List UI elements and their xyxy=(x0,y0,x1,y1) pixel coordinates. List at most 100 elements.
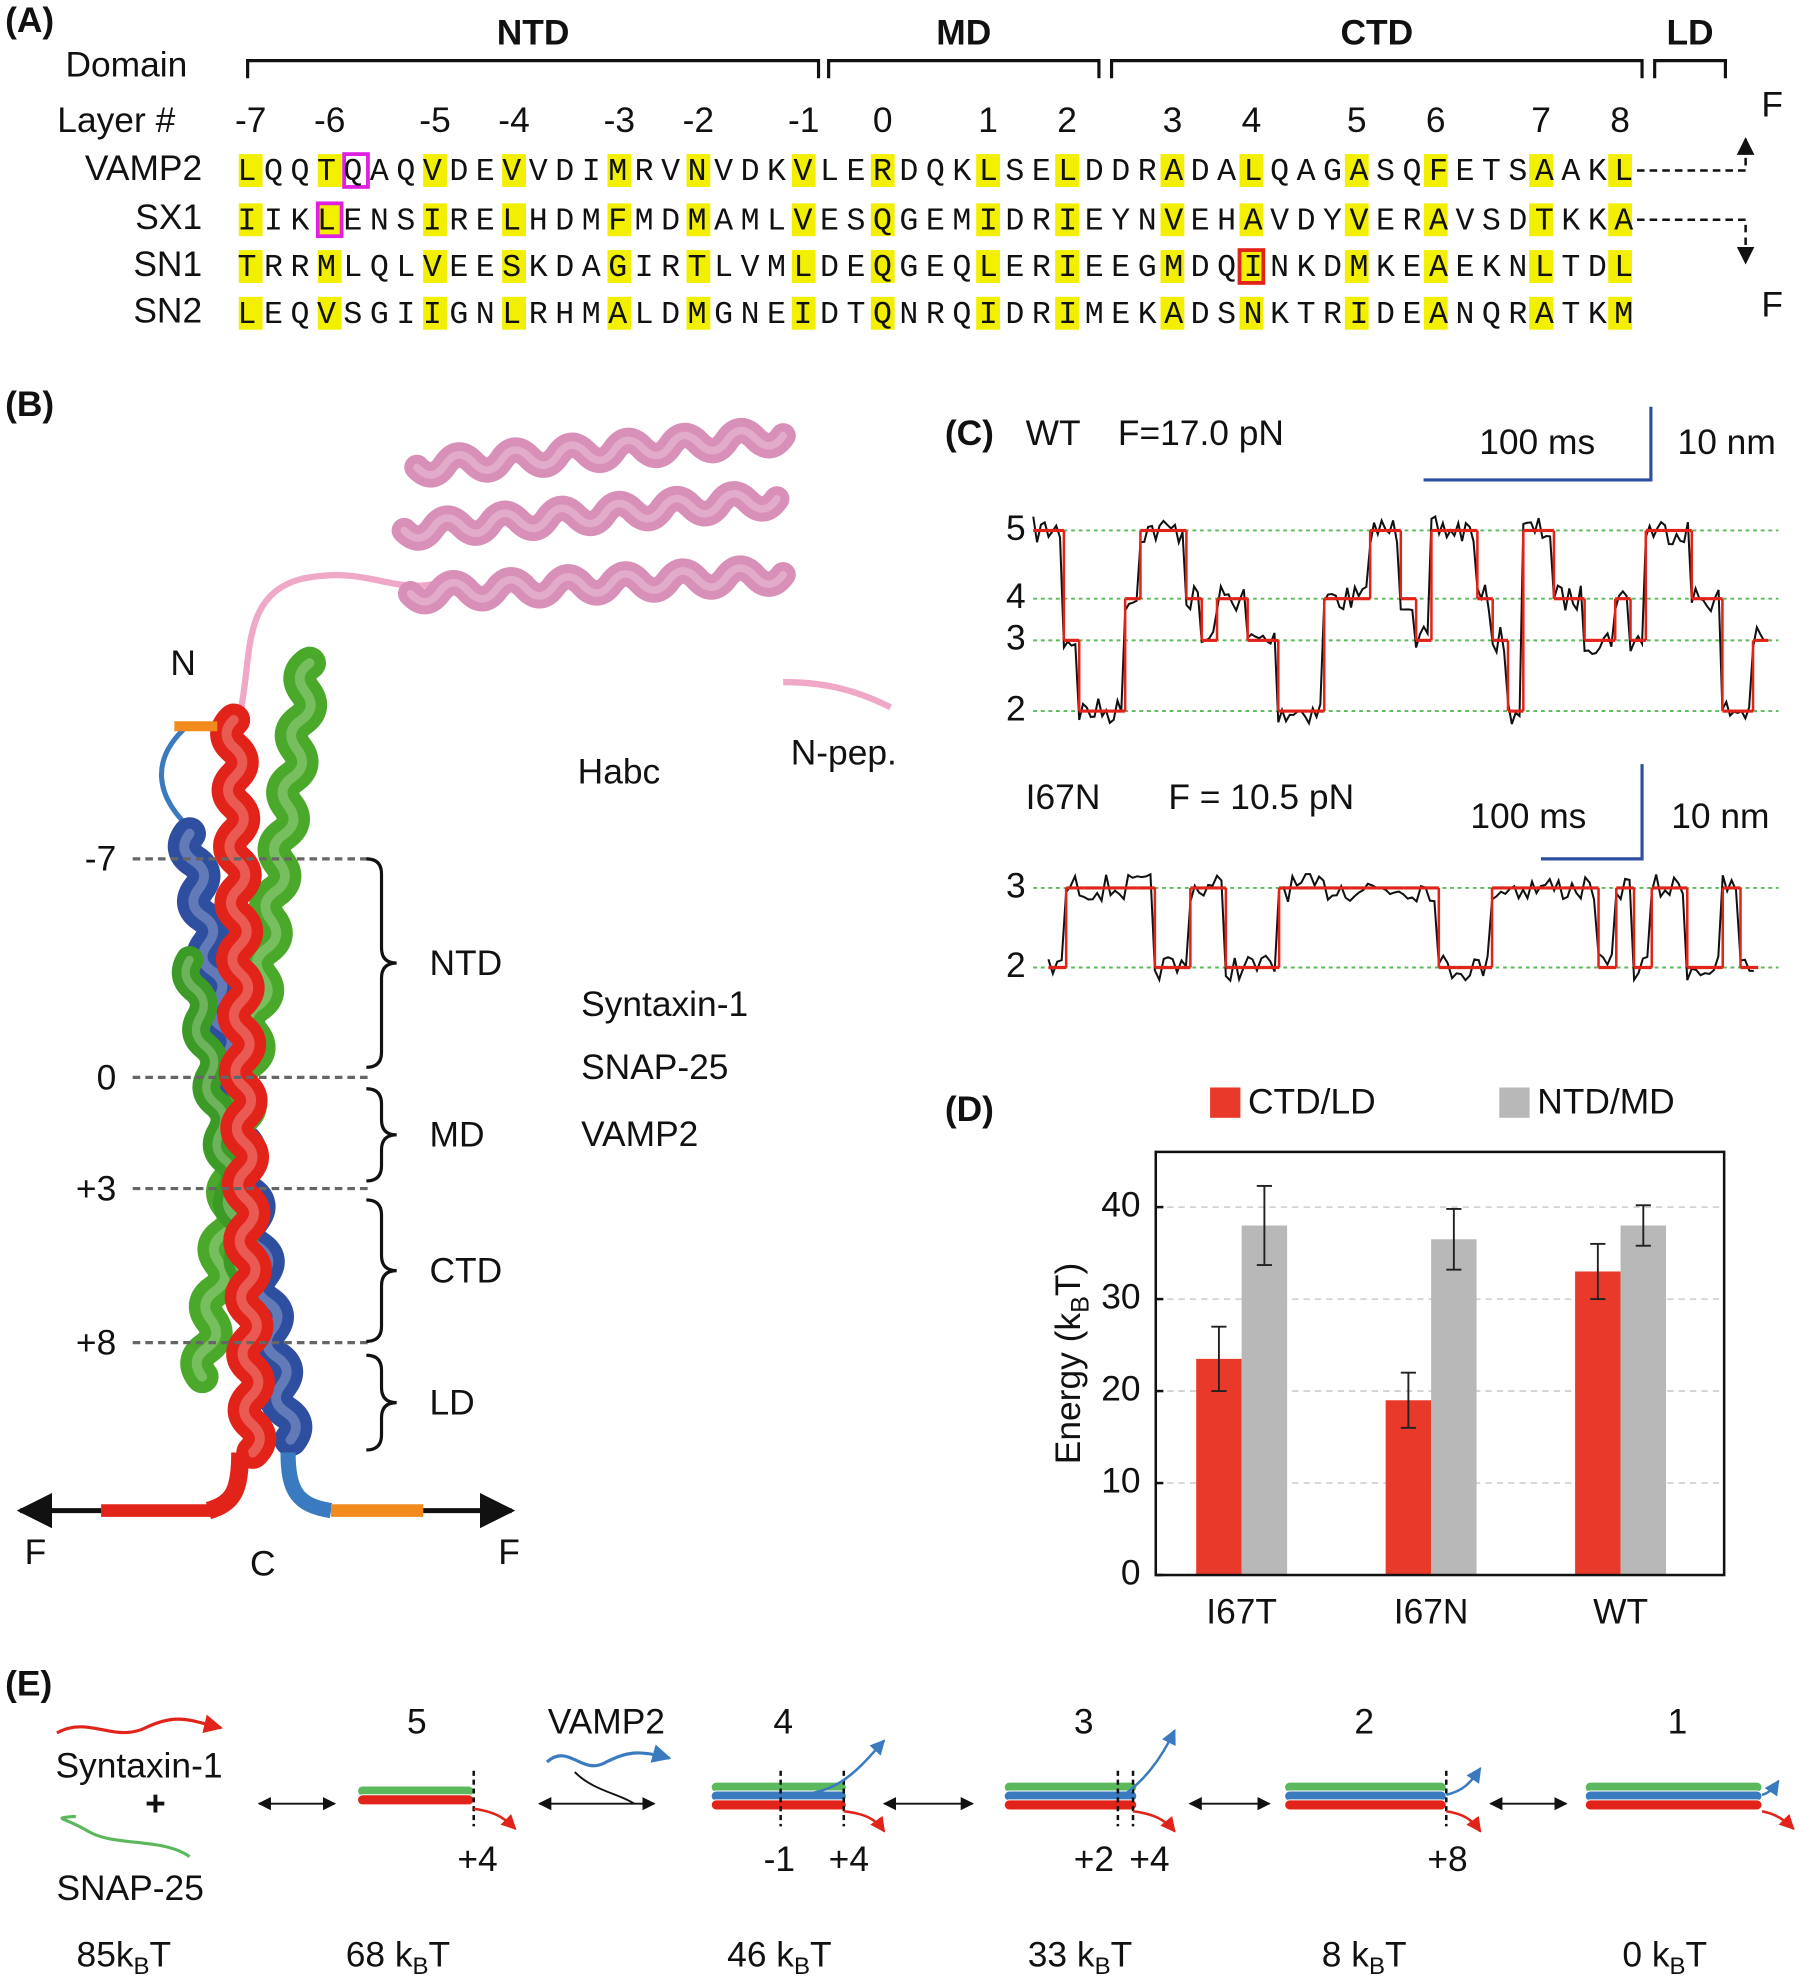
layer-highlight xyxy=(238,203,263,237)
layer-highlight xyxy=(870,203,895,237)
legend-entry: NTD/MD xyxy=(1537,1082,1674,1121)
legend-entry: Syntaxin-1 xyxy=(581,985,748,1024)
x-tick-label: I67T xyxy=(1206,1593,1277,1632)
domain-bracket xyxy=(1109,59,1644,79)
layer-highlight xyxy=(502,154,526,187)
layer-highlight xyxy=(1344,203,1369,237)
domain-brace xyxy=(366,1198,397,1343)
domain-brace xyxy=(366,857,397,1069)
layer-highlight xyxy=(1344,154,1369,187)
domain-brace xyxy=(366,1353,397,1452)
helix-bundle xyxy=(1584,1799,1763,1811)
text-part: Energy (k xyxy=(1049,1313,1088,1465)
text-part: 85k xyxy=(77,1936,134,1975)
energy-label: 0 kBT xyxy=(1622,1936,1707,1980)
layer-highlight xyxy=(791,203,816,237)
binding-arrow xyxy=(574,1771,635,1805)
domain-label: NTD xyxy=(430,944,503,983)
state-number: 1 xyxy=(1668,1702,1688,1741)
text-part: B xyxy=(1066,1296,1094,1313)
strand xyxy=(473,1807,517,1830)
terminus-label: C xyxy=(250,1545,276,1584)
helix-highlight xyxy=(400,489,781,542)
layer-number: 1 xyxy=(978,101,998,140)
error-bar xyxy=(1635,1204,1651,1247)
level-label: 3 xyxy=(1006,866,1026,905)
helix-bundle xyxy=(1284,1799,1447,1811)
level-label: 2 xyxy=(1006,689,1026,728)
layer-highlight xyxy=(1608,154,1633,187)
text-part: T xyxy=(1686,1936,1708,1975)
layer-highlight xyxy=(1529,296,1554,330)
layer-highlight xyxy=(1529,154,1554,187)
energy-label: 85kBT xyxy=(77,1936,172,1980)
panel-label: (D) xyxy=(945,1090,994,1129)
linker xyxy=(205,1452,249,1520)
layer-number: 3 xyxy=(1163,101,1183,140)
strand xyxy=(843,1809,886,1833)
row-header: Domain xyxy=(65,45,187,84)
layer-highlight xyxy=(791,154,816,187)
layer-highlight xyxy=(607,296,632,330)
state-number: 2 xyxy=(1354,1702,1374,1741)
layer-highlight xyxy=(1423,154,1448,187)
bar xyxy=(1385,1400,1432,1576)
layer-number: 2 xyxy=(1057,101,1077,140)
layer-mark: +4 xyxy=(457,1840,497,1879)
row-name: SN1 xyxy=(133,245,202,284)
panel-label: (B) xyxy=(5,385,54,424)
force-label: F xyxy=(25,1533,47,1572)
row-name: SN2 xyxy=(133,292,202,331)
trace-force: F = 10.5 pN xyxy=(1168,778,1354,817)
layer-highlight xyxy=(502,250,526,283)
helix-bundle xyxy=(357,1794,475,1806)
layer-highlight xyxy=(686,203,711,237)
legend-entry: CTD/LD xyxy=(1248,1082,1376,1121)
layer-number: -7 xyxy=(85,840,116,879)
level-label: 5 xyxy=(1006,509,1026,548)
layer-highlight xyxy=(976,296,1000,330)
y-tick-label: 20 xyxy=(1101,1369,1140,1408)
layer-highlight xyxy=(1055,250,1079,283)
domain-label: CTD xyxy=(430,1252,503,1291)
x-tick-label: I67N xyxy=(1394,1593,1469,1632)
strand xyxy=(56,1714,223,1735)
layer-highlight xyxy=(870,154,895,187)
legend-swatch xyxy=(1499,1087,1530,1118)
layer-highlight xyxy=(1608,296,1633,330)
force-linker xyxy=(1636,218,1755,265)
domain-label: MD xyxy=(430,1116,485,1155)
scale-label: 10 nm xyxy=(1671,797,1769,836)
legend-swatch xyxy=(1210,1087,1241,1118)
strand xyxy=(545,1744,672,1768)
y-tick-label: 30 xyxy=(1101,1277,1140,1316)
layer-number: +8 xyxy=(76,1323,116,1362)
level-label: 3 xyxy=(1006,619,1026,658)
text-part: 8 k xyxy=(1322,1936,1369,1975)
helix xyxy=(210,703,277,1469)
mutation-mark xyxy=(315,201,344,239)
force-linker xyxy=(1636,137,1755,172)
helix-highlight xyxy=(221,715,265,1458)
y-tick-label: 10 xyxy=(1101,1461,1140,1500)
scale-bar xyxy=(1423,406,1653,482)
strand xyxy=(795,1739,886,1797)
error-bar xyxy=(1446,1207,1462,1271)
layer-highlight xyxy=(607,154,632,187)
layer-highlight xyxy=(238,154,263,187)
layer-highlight xyxy=(502,296,526,330)
level-label: 4 xyxy=(1006,577,1026,616)
helix-bundle xyxy=(1003,1799,1138,1811)
layer-highlight xyxy=(238,250,263,283)
layer-number: 0 xyxy=(97,1058,117,1097)
layer-highlight xyxy=(791,296,816,330)
layer-highlight xyxy=(423,203,447,237)
layer-mark: -1 xyxy=(764,1840,795,1879)
text-part: B xyxy=(134,1953,150,1980)
trace-force: F=17.0 pN xyxy=(1118,414,1284,453)
plot-frame xyxy=(1154,1150,1726,1577)
layer-highlight xyxy=(1160,250,1185,283)
layer-highlight xyxy=(870,250,895,283)
panel-label: (A) xyxy=(5,1,54,40)
layer-highlight xyxy=(1529,203,1554,237)
